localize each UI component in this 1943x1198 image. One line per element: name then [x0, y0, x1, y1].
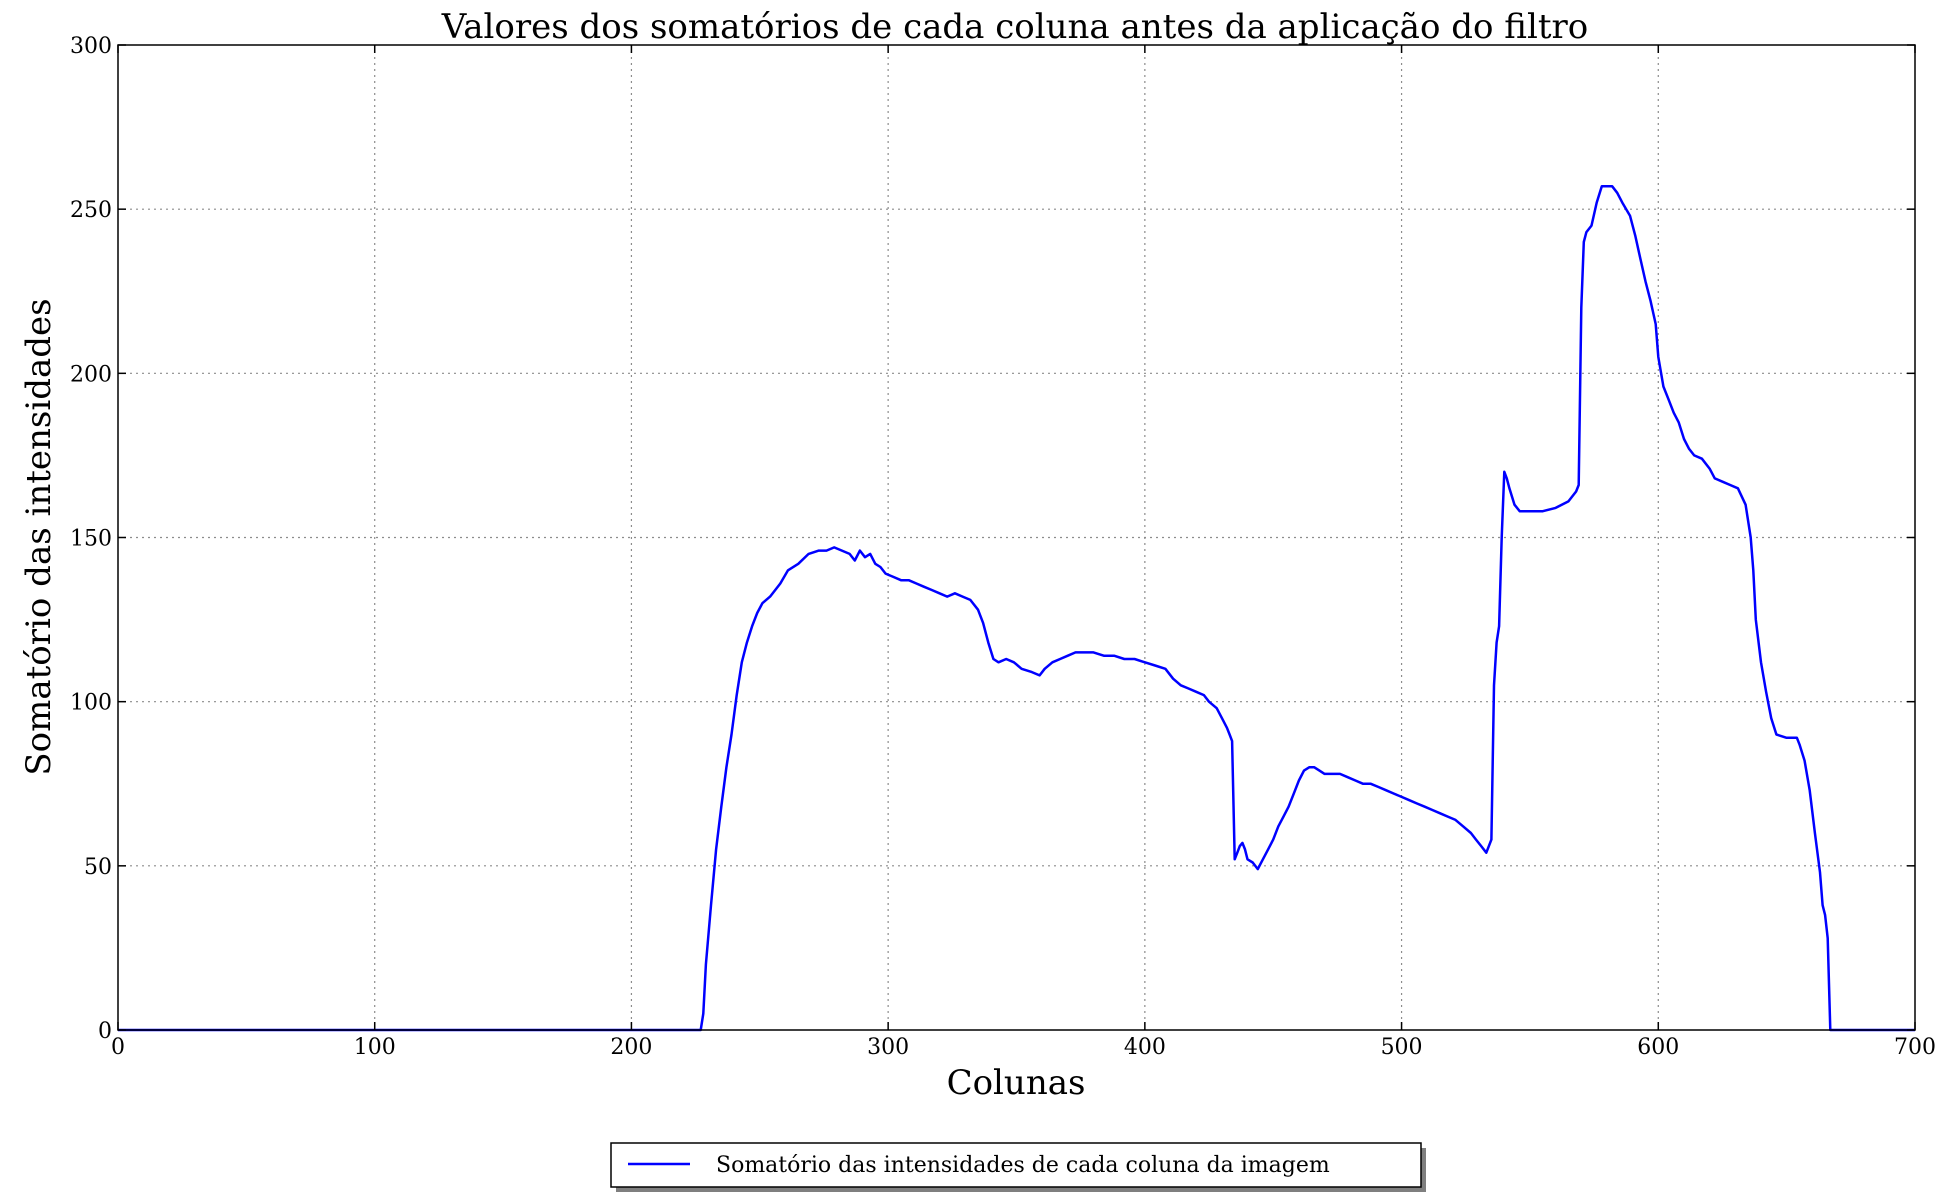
x-tick-label: 200: [610, 1035, 652, 1060]
series-line: [118, 184, 1915, 1032]
x-tick-label: 100: [354, 1035, 396, 1060]
axis-ticks: 0 100 200 300 400 500 600 700 0 50 100 150 200 250 300: [70, 34, 1936, 1060]
y-tick-label: 150: [70, 527, 112, 552]
y-tick-label: 200: [70, 362, 112, 387]
x-tick-label: 700: [1894, 1035, 1936, 1060]
grid: [118, 45, 1915, 1030]
x-tick-label: 400: [1124, 1035, 1166, 1060]
y-tick-label: 50: [84, 855, 112, 880]
x-tick-label: 500: [1381, 1035, 1423, 1060]
legend: Somatório das intensidades de cada colun…: [610, 1142, 1426, 1192]
x-axis-label: Colunas: [947, 1063, 1086, 1103]
x-tick-label: 0: [111, 1035, 125, 1060]
y-tick-label: 250: [70, 198, 112, 223]
chart-title: Valores dos somatórios de cada coluna an…: [441, 7, 1588, 47]
y-tick-label: 300: [70, 34, 112, 59]
y-tick-label: 0: [98, 1019, 112, 1044]
x-tick-label: 300: [867, 1035, 909, 1060]
plot-frame: [117, 44, 1916, 1031]
legend-label: Somatório das intensidades de cada colun…: [716, 1153, 1330, 1178]
x-tick-label: 600: [1637, 1035, 1679, 1060]
legend-box: [610, 1142, 1422, 1188]
y-axis-label: Somatório das intensidades: [19, 298, 59, 775]
series-layer: [118, 184, 1915, 1032]
y-tick-label: 100: [70, 691, 112, 716]
